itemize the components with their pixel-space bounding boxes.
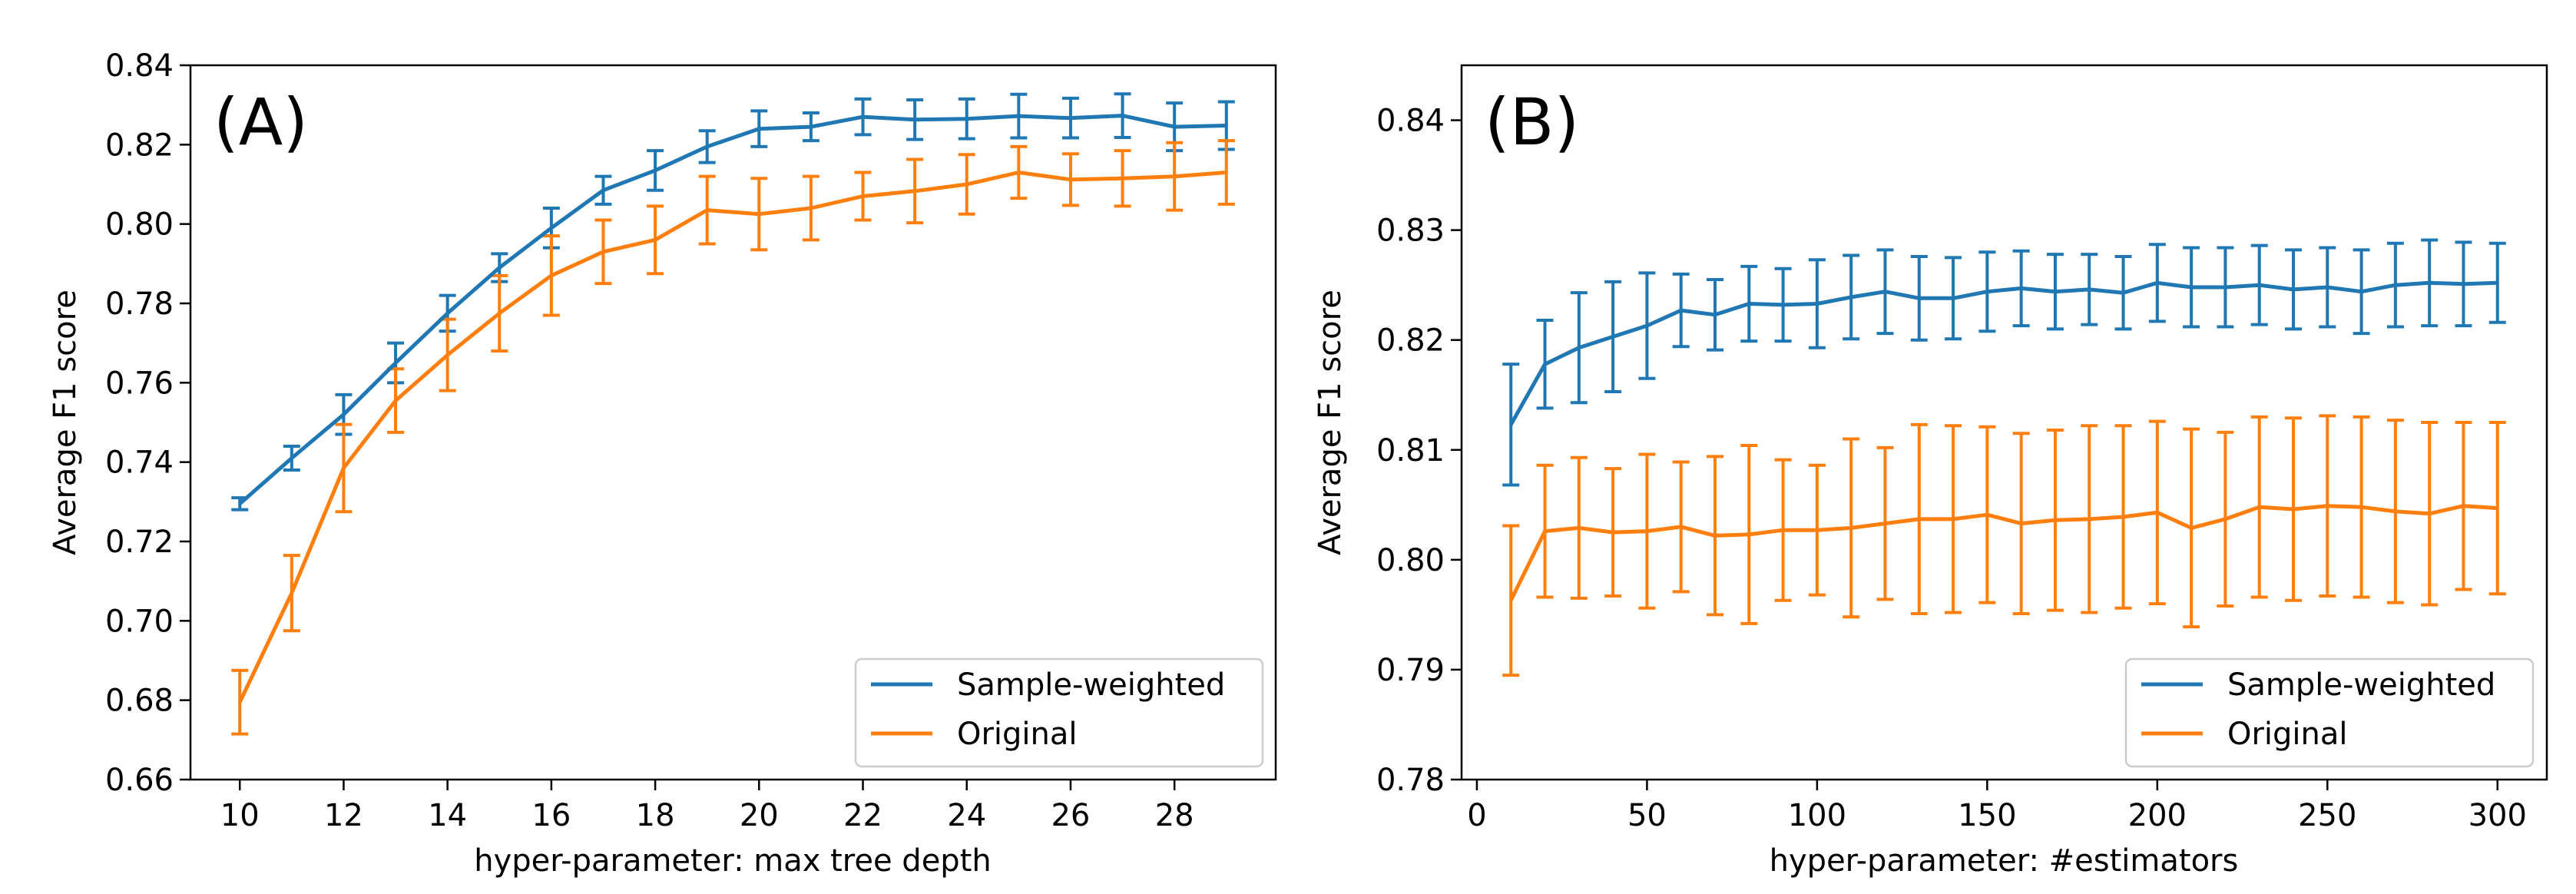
panel-a-xtick-label-24: 24 [947,798,986,833]
panel-b: 0 50 100 150 200 250 300 0.78 0.79 0.80 0.81 0.82 0.… [1313,64,2548,879]
panel-b-legend: Sample-weighted Original [2124,657,2535,768]
panel-b-ytick-label-6: 0.84 [1376,104,1445,139]
panel-a-ytick-label-9: 0.84 [105,48,174,84]
panel-a-ytick-label-0: 0.66 [105,763,174,798]
panel-a-xtick-label-12: 12 [324,798,363,833]
panel-a-ytick-label-8: 0.82 [105,127,174,163]
panel-a-xtick-label-14: 14 [428,798,467,833]
panel-a-ytick-label-7: 0.80 [105,207,174,243]
panel-b-legend-label-sample-weighted: Sample-weighted [2227,667,2495,703]
panel-a-xtick-label-20: 20 [740,798,779,833]
panel-a-legend-label-original: Original [957,717,1078,752]
panel-b-ytick-label-1: 0.79 [1376,653,1445,688]
panel-a: 10 12 14 16 18 20 22 24 26 28 0.66 0.68 0.70 0.72 0.74… [48,48,1277,879]
panel-b-xtick-label-300: 300 [2468,798,2527,833]
panel-a-grid-and-ticks: 10 12 14 16 18 20 22 24 26 28 0.66 0.68 0.70 0.72 0.74… [105,48,1194,833]
panel-a-ytick-label-4: 0.74 [105,445,174,481]
panel-b-xtick-label-0: 0 [1467,798,1486,833]
panel-b-original-line [1508,504,2498,601]
panel-a-xlabel: hyper-parameter: max tree depth [474,843,991,879]
panel-b-ytick-label-4: 0.82 [1376,323,1445,359]
panel-a-ytick-label-6: 0.78 [105,286,174,322]
panel-b-xtick-label-150: 150 [1958,798,2016,833]
panel-b-ylabel: Average F1 score [1313,290,1348,555]
panel-b-xtick-label-50: 50 [1627,798,1667,833]
panel-a-ylabel: Average F1 score [48,290,83,555]
panel-b-xtick-label-200: 200 [2128,798,2187,833]
panel-a-legend: Sample-weighted Original [854,657,1264,768]
panel-a-legend-box [854,657,1264,768]
panel-b-label: (B) [1485,84,1579,160]
panel-b-ytick-label-0: 0.78 [1376,763,1445,798]
panel-b-ytick-label-5: 0.83 [1376,214,1445,249]
panel-a-ytick-label-3: 0.72 [105,525,174,560]
panel-b-sample-weighted-line [1509,280,2498,426]
panel-a-xtick-label-22: 22 [843,798,882,833]
panel-a-original-line [237,171,1227,704]
panel-a-xtick-label-10: 10 [220,798,260,833]
panel-b-legend-label-original: Original [2227,717,2348,752]
panel-b-ytick-label-3: 0.81 [1376,433,1445,469]
panel-b-xtick-label-100: 100 [1788,798,1846,833]
panel-b-lines [1508,280,2498,601]
panel-a-lines [237,114,1227,704]
panel-b-grid-and-ticks: 0 50 100 150 200 250 300 0.78 0.79 0.80 0.81 0.82 0.… [1376,104,2527,833]
panel-a-xtick-label-28: 28 [1155,798,1194,833]
panel-b-frame [1460,64,2548,781]
panel-a-xtick-label-18: 18 [636,798,675,833]
panel-a-frame [189,64,1277,781]
panel-a-ytick-label-1: 0.68 [105,684,174,719]
panel-b-xtick-label-250: 250 [2298,798,2356,833]
panel-a-label: (A) [214,84,308,160]
panel-b-xlabel: hyper-parameter: #estimators [1770,843,2239,879]
panel-a-legend-label-sample-weighted: Sample-weighted [957,667,1225,703]
panel-b-legend-box [2124,657,2535,768]
panel-a-ytick-label-2: 0.70 [105,604,174,639]
panel-b-ytick-label-2: 0.80 [1376,543,1445,578]
panel-a-sample-weighted-line [238,114,1227,505]
panel-a-xtick-label-16: 16 [531,798,571,833]
panel-a-ytick-label-5: 0.76 [105,366,174,401]
panel-a-xtick-label-26: 26 [1051,798,1090,833]
